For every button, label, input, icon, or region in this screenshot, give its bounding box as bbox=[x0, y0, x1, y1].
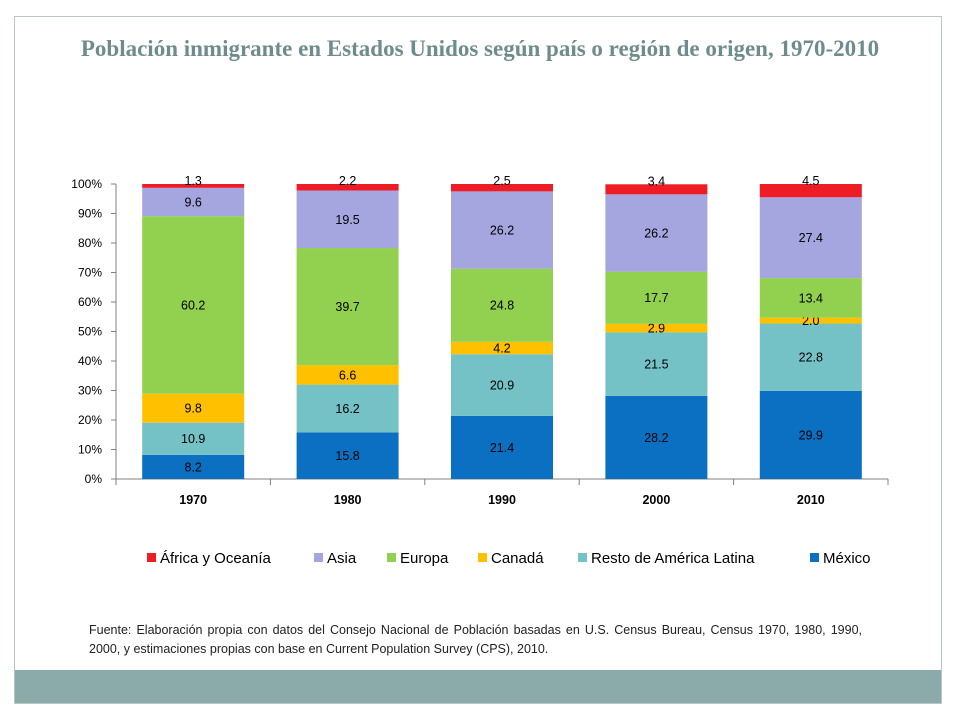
data-label: 6.6 bbox=[339, 368, 356, 382]
data-label: 60.2 bbox=[181, 298, 205, 312]
data-label: 4.5 bbox=[802, 174, 819, 188]
y-tick-label: 80% bbox=[78, 236, 102, 250]
data-label: 27.4 bbox=[799, 231, 823, 245]
x-tick-label: 2000 bbox=[642, 493, 670, 507]
bar-segment bbox=[142, 184, 245, 188]
y-tick-label: 60% bbox=[78, 295, 102, 309]
x-tick-label: 1970 bbox=[179, 493, 207, 507]
x-tick-label: 1990 bbox=[488, 493, 516, 507]
source-note: Fuente: Elaboración propia con datos del… bbox=[89, 623, 862, 656]
bar-segment bbox=[296, 190, 399, 249]
data-label: 10.9 bbox=[181, 432, 205, 446]
legend-label: México bbox=[823, 550, 871, 567]
data-label: 15.8 bbox=[335, 449, 359, 463]
bar-segment bbox=[451, 354, 553, 416]
bar-segment bbox=[451, 191, 553, 269]
legend-swatch bbox=[478, 553, 487, 562]
bar-segment bbox=[759, 197, 862, 279]
data-label: 28.2 bbox=[644, 431, 668, 445]
data-label: 22.8 bbox=[799, 351, 823, 365]
bar-segment bbox=[296, 365, 399, 385]
slide-frame bbox=[14, 16, 942, 704]
data-label: 19.5 bbox=[335, 213, 359, 227]
y-tick-label: 90% bbox=[78, 207, 102, 221]
data-label: 3.4 bbox=[648, 174, 665, 188]
y-tick-label: 0% bbox=[85, 472, 103, 486]
y-tick-label: 50% bbox=[78, 325, 102, 339]
data-label: 16.2 bbox=[335, 402, 359, 416]
x-tick-label: 2010 bbox=[797, 493, 825, 507]
legend-label: Canadá bbox=[491, 550, 544, 567]
legend-label: Europa bbox=[400, 550, 449, 567]
data-label: 24.8 bbox=[490, 299, 514, 313]
y-tick-label: 20% bbox=[78, 413, 102, 427]
data-label: 9.6 bbox=[185, 195, 202, 209]
bar-segment bbox=[451, 184, 553, 192]
y-tick-label: 10% bbox=[78, 443, 102, 457]
data-label: 26.2 bbox=[490, 224, 514, 238]
bar-segment bbox=[759, 184, 862, 198]
legend-label: Resto de América Latina bbox=[591, 550, 755, 567]
bar-segment bbox=[605, 323, 708, 333]
bar-segment bbox=[142, 187, 245, 217]
bar-segment bbox=[296, 184, 399, 191]
bar-segment bbox=[451, 341, 553, 355]
bar-segment bbox=[451, 268, 553, 342]
legend-label: África y Oceanía bbox=[160, 550, 272, 567]
data-label: 1.3 bbox=[185, 174, 202, 188]
y-tick-label: 70% bbox=[78, 266, 102, 280]
x-tick-label: 1980 bbox=[334, 493, 362, 507]
legend-swatch bbox=[314, 553, 323, 562]
data-label: 13.4 bbox=[799, 291, 823, 305]
data-label: 17.7 bbox=[644, 291, 668, 305]
bar-segment bbox=[605, 332, 708, 396]
data-label: 8.2 bbox=[185, 460, 202, 474]
bar-segment bbox=[451, 415, 553, 479]
bar-segment bbox=[605, 194, 708, 272]
bar-segment bbox=[759, 323, 862, 391]
bar-segment bbox=[759, 278, 862, 318]
legend-swatch bbox=[810, 553, 819, 562]
data-label: 21.4 bbox=[490, 441, 514, 455]
y-tick-label: 100% bbox=[71, 177, 102, 191]
data-label: 2.5 bbox=[493, 174, 510, 188]
data-label: 26.2 bbox=[644, 226, 668, 240]
bar-segment bbox=[142, 454, 245, 479]
bar-segment bbox=[296, 248, 399, 366]
bar-segment bbox=[142, 216, 245, 394]
data-label: 4.2 bbox=[493, 342, 510, 356]
data-label: 29.9 bbox=[799, 428, 823, 442]
legend-swatch bbox=[387, 553, 396, 562]
footer-bar bbox=[15, 670, 941, 703]
bar-segment bbox=[759, 317, 862, 324]
bar-segment bbox=[605, 184, 708, 195]
legend-swatch bbox=[578, 553, 587, 562]
data-label: 21.5 bbox=[644, 358, 668, 372]
legend-swatch bbox=[147, 553, 156, 562]
bar-segment bbox=[142, 393, 245, 423]
bar-segment bbox=[605, 395, 708, 479]
legend-label: Asia bbox=[327, 550, 357, 567]
data-label: 39.7 bbox=[335, 300, 359, 314]
data-label: 20.9 bbox=[490, 379, 514, 393]
bar-segment bbox=[605, 271, 708, 324]
y-tick-label: 30% bbox=[78, 384, 102, 398]
data-label: 2.2 bbox=[339, 174, 356, 188]
bar-segment bbox=[142, 422, 245, 455]
bar-segment bbox=[296, 432, 399, 479]
bar-segment bbox=[296, 384, 399, 433]
data-label: 2.9 bbox=[648, 322, 665, 336]
bar-segment bbox=[759, 390, 862, 479]
y-tick-label: 40% bbox=[78, 354, 102, 368]
data-label: 9.8 bbox=[185, 402, 202, 416]
chart-title: Población inmigrante en Estados Unidos s… bbox=[80, 36, 880, 61]
